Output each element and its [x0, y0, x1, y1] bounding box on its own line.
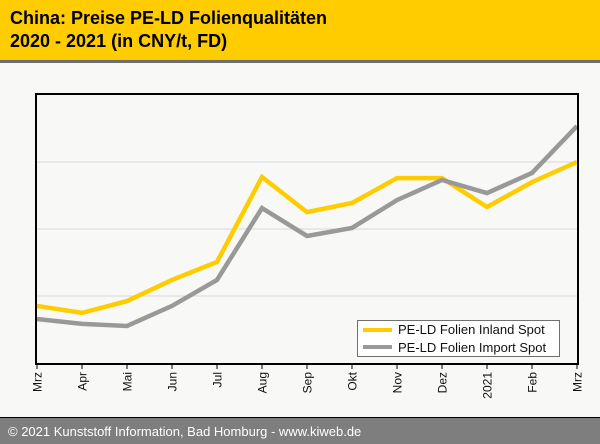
svg-text:2021: 2021 [481, 372, 495, 399]
svg-text:Dez: Dez [436, 372, 450, 393]
page-title-line2: 2020 - 2021 (in CNY/t, FD) [10, 31, 228, 51]
copyright-footer: © 2021 Kunststoff Information, Bad Hombu… [0, 418, 600, 444]
import-series-swatch [363, 345, 392, 350]
svg-text:Jul: Jul [211, 372, 225, 387]
page-title-line1: China: Preise PE-LD Folienqualitäten [10, 8, 328, 28]
svg-text:Nov: Nov [391, 372, 405, 393]
svg-text:Aug: Aug [256, 372, 270, 393]
svg-text:Mai: Mai [121, 372, 135, 391]
svg-text:Sep: Sep [301, 372, 315, 394]
inland-series-swatch [363, 327, 392, 332]
footer-divider [0, 417, 600, 418]
legend-item-import: PE-LD Folien Import Spot [358, 339, 559, 356]
chart-header: China: Preise PE-LD Folienqualitäten 202… [0, 0, 600, 60]
svg-text:Apr: Apr [76, 372, 90, 391]
legend-item-inland: PE-LD Folien Inland Spot [358, 321, 559, 338]
svg-text:Feb: Feb [526, 372, 540, 393]
header-divider [0, 60, 600, 63]
chart-legend: PE-LD Folien Inland Spot PE-LD Folien Im… [357, 320, 560, 357]
price-line-chart: Mrz Apr Mai Jun Jul Aug Sep Okt Nov Dez 2021 Feb Mrz [31, 93, 585, 399]
svg-text:Okt: Okt [346, 371, 360, 390]
chart-region: Mrz Apr Mai Jun Jul Aug Sep Okt Nov Dez 2021 Feb Mrz… [0, 63, 600, 417]
svg-text:Mrz: Mrz [571, 372, 585, 392]
copyright-text: © 2021 Kunststoff Information, Bad Hombu… [8, 423, 362, 439]
legend-label-inland: PE-LD Folien Inland Spot [398, 322, 545, 338]
legend-label-import: PE-LD Folien Import Spot [398, 339, 547, 355]
svg-text:Mrz: Mrz [31, 372, 45, 392]
svg-text:Jun: Jun [166, 372, 180, 391]
